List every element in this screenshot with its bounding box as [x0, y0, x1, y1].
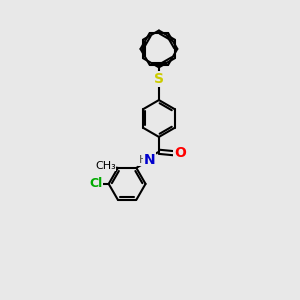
Text: S: S [154, 72, 164, 86]
Text: Cl: Cl [90, 177, 103, 190]
Text: CH₃: CH₃ [95, 160, 116, 170]
Text: N: N [143, 153, 155, 167]
Text: O: O [174, 146, 186, 160]
Text: H: H [138, 155, 147, 165]
